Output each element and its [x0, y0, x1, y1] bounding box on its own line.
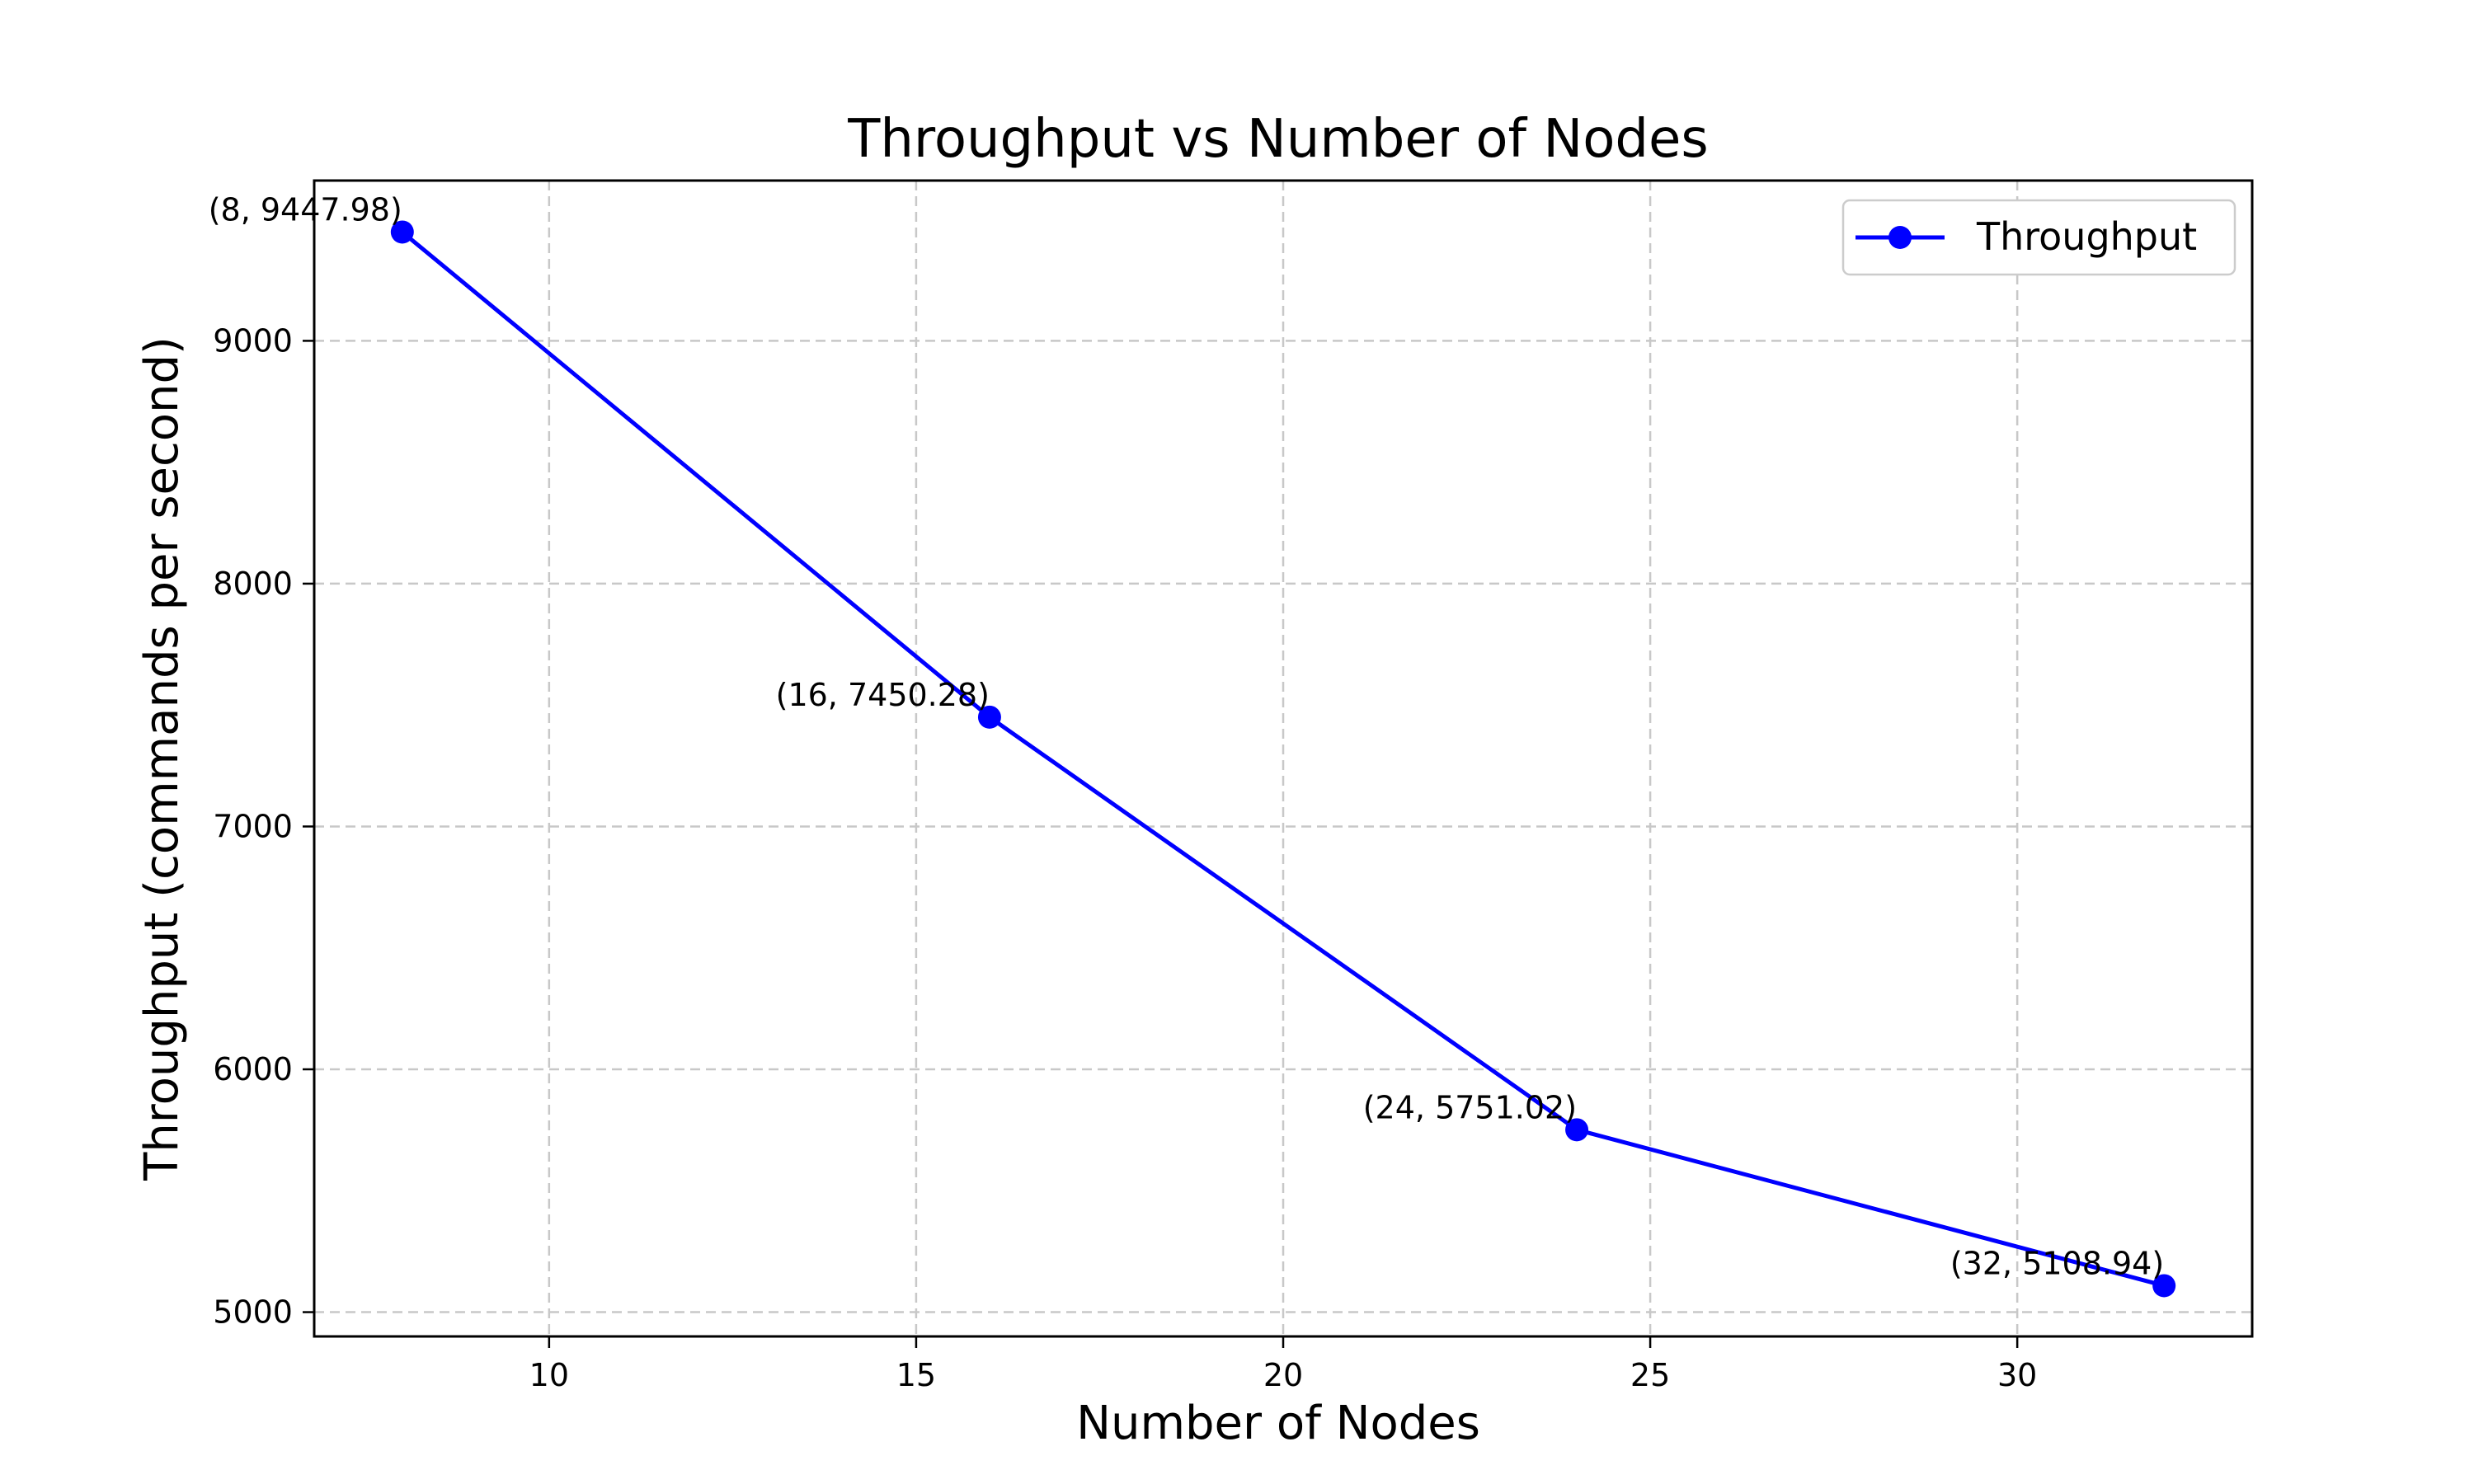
data-point-label: (16, 7450.28): [776, 677, 990, 713]
legend-box: [1841, 199, 2236, 276]
y-tick-label: 5000: [213, 1294, 293, 1331]
data-labels: (8, 9447.98) (16, 7450.28) (24, 5751.02) (3…: [209, 191, 2164, 1281]
data-point: [977, 705, 1001, 729]
x-tick-label: 10: [529, 1357, 569, 1393]
data-point: [1565, 1118, 1589, 1142]
data-point: [2152, 1274, 2176, 1298]
x-tick-label: 25: [1630, 1357, 1670, 1393]
legend-marker-icon: [1888, 226, 1912, 249]
axis-ticks: 10 15 20 25 30 5000 6000 7000 8000 9000: [213, 322, 2037, 1393]
legend: Throughput: [1841, 199, 2236, 276]
x-tick-label: 20: [1263, 1357, 1303, 1393]
x-axis-label: Number of Nodes: [1076, 1397, 1480, 1450]
chart-title: Throughput vs Number of Nodes: [847, 109, 1709, 170]
series-layer: [390, 220, 2176, 1298]
data-point-label: (8, 9447.98): [209, 191, 402, 228]
y-tick-label: 8000: [213, 566, 293, 602]
x-tick-label: 15: [896, 1357, 936, 1393]
data-point-label: (32, 5108.94): [1950, 1245, 2164, 1281]
y-tick-label: 9000: [213, 322, 293, 359]
series-line: [401, 230, 2165, 1288]
y-axis-label: Throughput (commands per second): [135, 336, 189, 1181]
data-point-label: (24, 5751.02): [1363, 1089, 1577, 1125]
grid-lines: [314, 181, 2252, 1336]
data-point: [390, 220, 414, 244]
legend-label: Throughput: [1976, 214, 2197, 259]
y-tick-label: 6000: [213, 1051, 293, 1087]
x-tick-label: 30: [1997, 1357, 2037, 1393]
y-tick-label: 7000: [213, 808, 293, 844]
